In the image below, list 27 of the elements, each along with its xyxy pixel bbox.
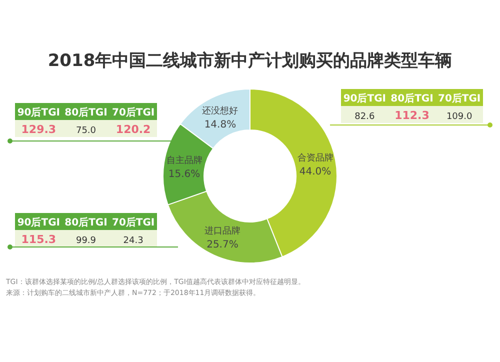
- text: 80后TGI: [64, 106, 108, 118]
- slice-label: 还没想好: [202, 106, 238, 117]
- text: 90后TGI: [17, 216, 60, 228]
- text: 99.9: [76, 236, 96, 246]
- chart-title: 2018年中国二线城市新中产计划购买的品牌类型车辆: [48, 51, 452, 71]
- text: 90后TGI: [343, 92, 386, 104]
- data-label: 25.7%: [206, 240, 238, 251]
- text: 75.0: [76, 126, 96, 136]
- data-label: 44.0%: [299, 166, 332, 178]
- text: 115.3: [21, 233, 56, 246]
- text: 90后TGI: [17, 106, 60, 118]
- data-label: 15.6%: [168, 168, 200, 180]
- text: 70后TGI: [438, 92, 481, 104]
- text: 120.2: [116, 123, 151, 136]
- text: 24.3: [123, 236, 144, 246]
- slice-label: 自主品牌: [166, 154, 202, 166]
- text: 80后TGI: [390, 92, 434, 104]
- slice-label: 合资品牌: [297, 152, 334, 164]
- text: 80后TGI: [64, 216, 108, 228]
- text: 112.3: [394, 109, 430, 122]
- data-label: 14.8%: [204, 120, 236, 131]
- text: 70后TGI: [112, 216, 155, 228]
- text: 109.0: [446, 112, 472, 122]
- slice-label: 进口品牌: [204, 226, 240, 237]
- text: 70后TGI: [112, 106, 155, 118]
- text: 82.6: [354, 112, 375, 122]
- text: 129.3: [21, 123, 56, 136]
